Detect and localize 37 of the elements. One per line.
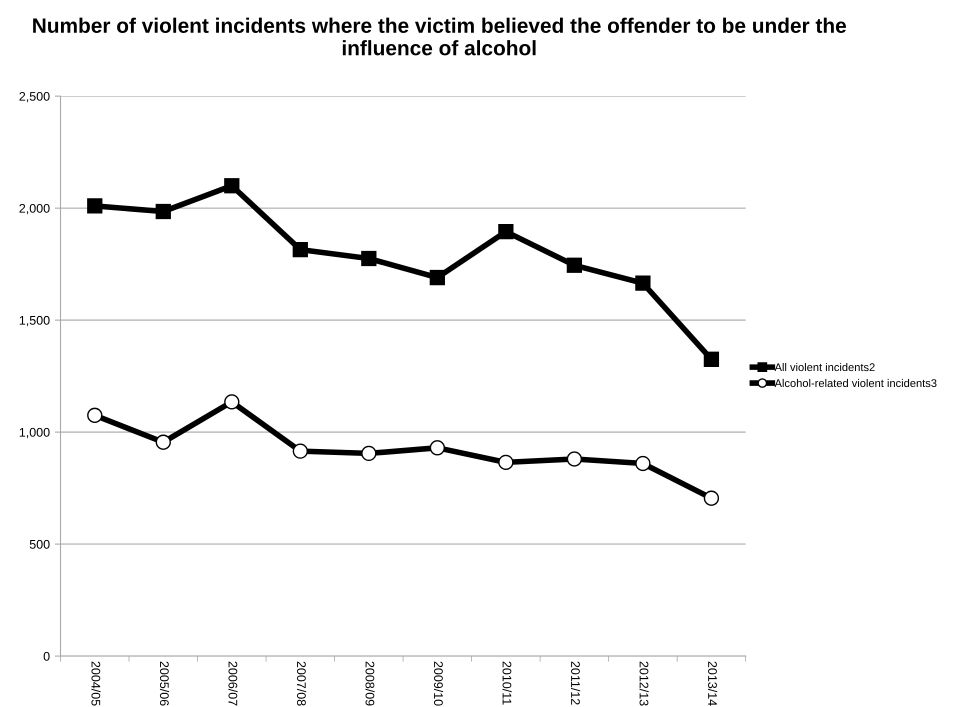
y-tick-label: 2,500 bbox=[19, 92, 50, 102]
x-tick-label: 2009/10 bbox=[434, 662, 444, 706]
x-tick-label: 2010/11 bbox=[502, 662, 512, 705]
chart-title: Number of violent incidents where the victim believed the offender to be under the influence of alcohol bbox=[33, 18, 846, 56]
x-tick-label: 2011/12 bbox=[571, 662, 580, 705]
x-tick-label: 2012/13 bbox=[640, 662, 649, 706]
y-tick-label: 500 bbox=[30, 540, 50, 549]
point bbox=[87, 198, 102, 214]
point bbox=[156, 434, 171, 450]
point bbox=[361, 250, 376, 266]
y-tick-label: 2,000 bbox=[19, 204, 50, 214]
x-tick-label: 2013/14 bbox=[708, 662, 718, 706]
x-tick-label: 2005/06 bbox=[160, 662, 170, 706]
point bbox=[704, 490, 720, 506]
point bbox=[430, 440, 445, 456]
point bbox=[704, 352, 720, 367]
y-tick-label: 1,500 bbox=[20, 316, 50, 326]
x-tick-label: 2008/09 bbox=[365, 662, 375, 706]
point bbox=[292, 444, 308, 459]
point bbox=[635, 276, 651, 291]
x-tick-label: 2006/07 bbox=[228, 662, 238, 706]
point bbox=[498, 454, 514, 470]
y-tick-label: 1,000 bbox=[20, 428, 50, 438]
point bbox=[87, 408, 102, 423]
point bbox=[224, 178, 240, 194]
point bbox=[292, 242, 308, 258]
point bbox=[224, 394, 240, 410]
point bbox=[156, 204, 171, 220]
point bbox=[361, 446, 376, 462]
point bbox=[430, 270, 445, 286]
point bbox=[566, 258, 582, 273]
x-tick-label: 2004/05 bbox=[91, 662, 101, 706]
point bbox=[635, 456, 651, 472]
y-tick-label: 0 bbox=[44, 652, 50, 661]
x-tick-label: 2007/08 bbox=[296, 662, 306, 706]
point bbox=[566, 451, 582, 467]
point bbox=[498, 224, 514, 240]
